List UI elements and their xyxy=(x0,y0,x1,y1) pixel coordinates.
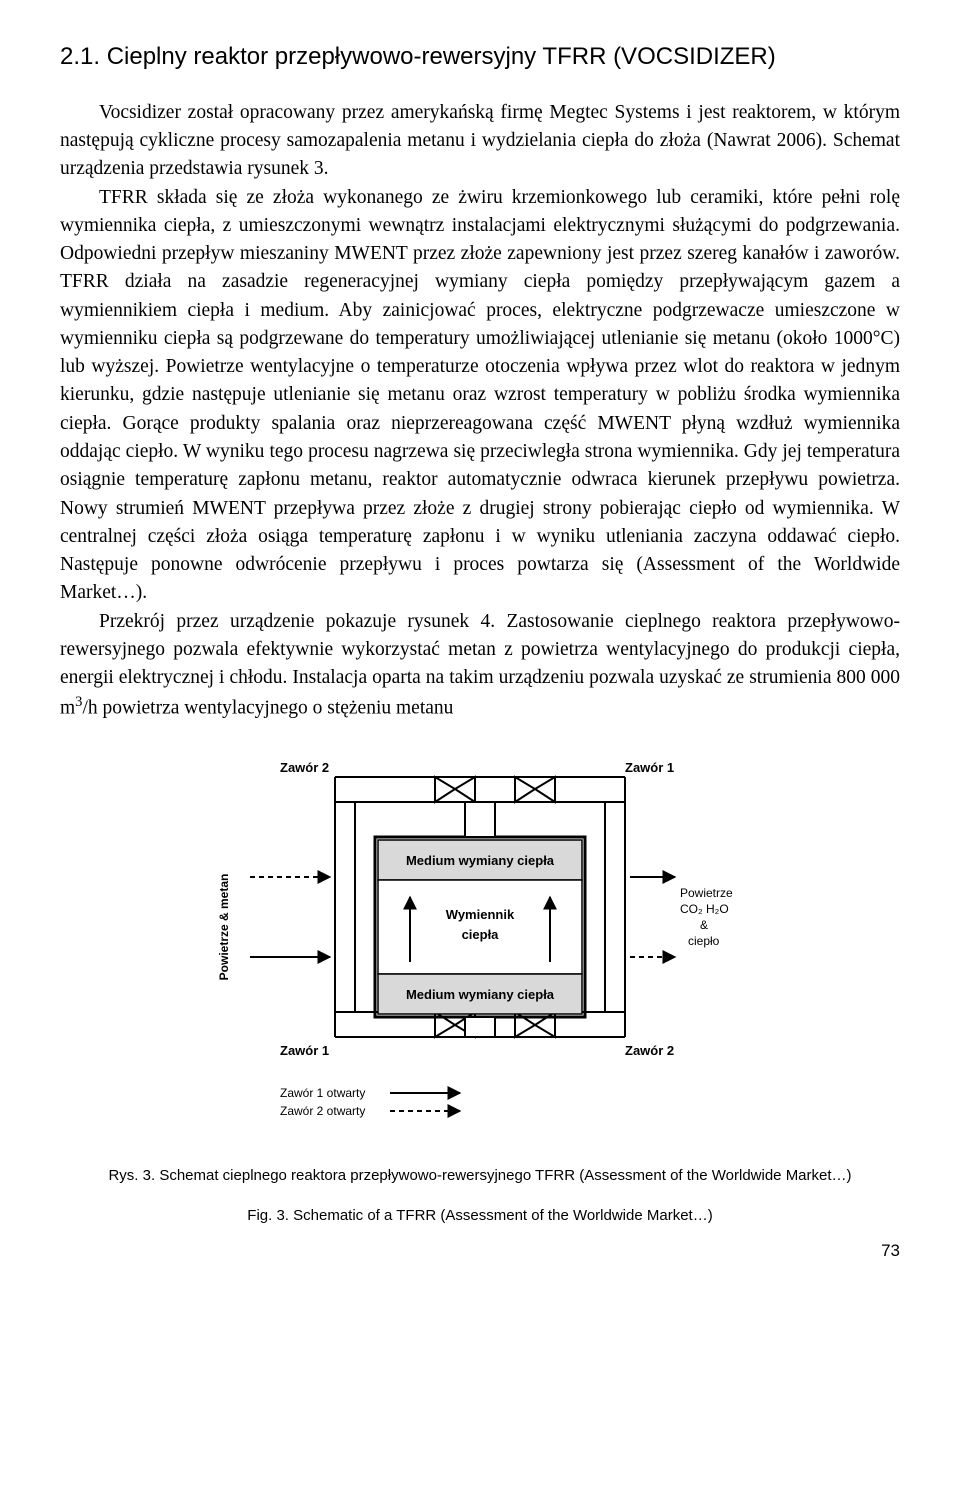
page-number: 73 xyxy=(60,1239,900,1264)
valve-top-right xyxy=(515,777,555,802)
right-side-l4: ciepło xyxy=(688,934,720,948)
paragraph-3b: /h powietrza wentylacyjnego o stężeniu m… xyxy=(82,698,453,719)
top-connector xyxy=(465,802,495,837)
paragraph-1: Vocsidizer został opracowany przez amery… xyxy=(60,99,900,184)
figure-3-svg: Zawór 2 Zawór 1 Zawór 1 Zawór 2 Medium w… xyxy=(180,747,780,1147)
figure-caption-en: Fig. 3. Schematic of a TFRR (Assessment … xyxy=(60,1205,900,1227)
right-side-l1: Powietrze xyxy=(680,886,733,900)
section-heading: 2.1. Cieplny reaktor przepływowo-rewersy… xyxy=(60,40,900,75)
right-side-l3: & xyxy=(700,918,708,932)
block-medium-bot-label: Medium wymiany ciepła xyxy=(406,987,555,1002)
left-side-label: Powietrze & metan xyxy=(217,874,231,981)
legend-line2: Zawór 2 otwarty xyxy=(280,1104,365,1118)
figure-caption-pl: Rys. 3. Schemat cieplnego reaktora przep… xyxy=(60,1165,900,1187)
valve-label-tr: Zawór 1 xyxy=(625,760,674,775)
legend-line1: Zawór 1 otwarty xyxy=(280,1086,365,1100)
valve-label-bl: Zawór 1 xyxy=(280,1043,329,1058)
block-wymiennik-label2: ciepła xyxy=(462,927,500,942)
valve-top-left xyxy=(435,777,475,802)
valve-label-tl: Zawór 2 xyxy=(280,760,329,775)
valve-label-br: Zawór 2 xyxy=(625,1043,674,1058)
paragraph-2: TFRR składa się ze złoża wykonanego ze ż… xyxy=(60,184,900,608)
paragraph-3: Przekrój przez urządzenie pokazuje rysun… xyxy=(60,608,900,724)
right-side-l2: CO₂ H₂O xyxy=(680,902,729,916)
block-wymiennik-label1: Wymiennik xyxy=(446,907,515,922)
figure-3: Zawór 2 Zawór 1 Zawór 1 Zawór 2 Medium w… xyxy=(60,747,900,1227)
bot-connector xyxy=(465,1017,495,1037)
block-medium-top-label: Medium wymiany ciepła xyxy=(406,853,555,868)
